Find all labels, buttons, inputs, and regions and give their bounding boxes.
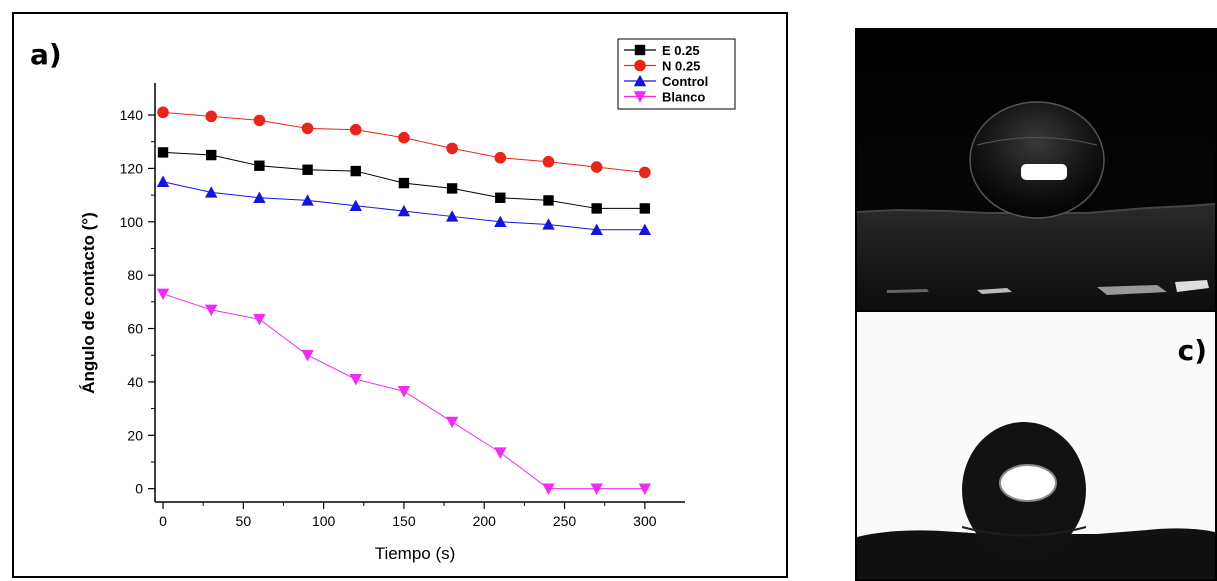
data-point: [494, 447, 507, 459]
series-layer: [156, 106, 652, 495]
legend-label: E 0.25: [662, 43, 700, 58]
y-tick-label: 60: [127, 321, 143, 337]
data-point: [206, 149, 217, 161]
data-point: [445, 416, 459, 429]
data-point: [349, 374, 362, 386]
data-point: [446, 183, 458, 194]
data-point: [156, 288, 170, 301]
data-point: [397, 386, 411, 398]
data-point: [350, 165, 361, 177]
contact-angle-chart: 0 50 100 150 200 250 300 0 20 40 60 80 100 120 140 E 0…: [79, 38, 736, 563]
x-tick-label: 50: [236, 513, 252, 529]
panel-label-b: b): [1174, 46, 1207, 79]
data-point: [302, 164, 313, 175]
x-tick-label: 300: [633, 513, 657, 529]
y-tick-label: 120: [120, 160, 144, 176]
data-point: [445, 210, 459, 222]
data-point: [398, 177, 410, 189]
data-point: [301, 122, 314, 135]
panel-label-a: a): [30, 38, 62, 71]
x-tick-label: 150: [392, 513, 416, 529]
droplet-image-c: [857, 312, 1215, 579]
data-point: [157, 147, 169, 158]
data-point: [543, 195, 554, 206]
data-point: [301, 194, 314, 206]
data-point: [446, 142, 458, 155]
data-point: [590, 223, 603, 235]
series-2: [157, 106, 651, 179]
y-tick-label: 20: [127, 427, 143, 443]
data-point: [253, 191, 266, 203]
data-point: [494, 215, 507, 227]
data-point: [205, 186, 218, 198]
series-1: [157, 147, 651, 214]
chart-panel-a: a) 0 50 100 150 200 250 300 0 20 40 60 80 100 120 140 …: [12, 12, 788, 578]
data-point: [542, 155, 555, 168]
data-point: [205, 304, 218, 317]
legend-marker: [633, 74, 647, 87]
x-tick-label: 250: [553, 513, 577, 529]
legend-marker: [634, 59, 646, 72]
data-point: [349, 199, 362, 211]
y-tick-label: 80: [127, 267, 143, 283]
panel-label-c: c): [1177, 334, 1207, 367]
legend-label: N 0.25: [662, 59, 700, 74]
droplet-image-b: [857, 30, 1215, 312]
data-point: [157, 106, 169, 119]
data-point: [398, 131, 410, 144]
droplet-photo-b: b): [855, 28, 1217, 314]
data-point: [638, 223, 652, 235]
y-tick-label: 40: [127, 374, 143, 390]
data-point: [397, 204, 411, 217]
data-point: [253, 313, 266, 326]
data-point: [542, 218, 555, 230]
x-tick-label: 100: [312, 513, 336, 529]
legend-label: Blanco: [662, 90, 705, 105]
data-point: [254, 160, 265, 171]
data-point: [495, 192, 506, 203]
data-point: [349, 123, 362, 136]
data-point: [542, 483, 555, 495]
data-point: [205, 110, 218, 123]
data-point: [591, 203, 602, 214]
data-point: [156, 175, 170, 187]
y-tick-label: 140: [120, 107, 144, 123]
legend-marker: [633, 91, 647, 103]
y-tick-label: 100: [120, 214, 144, 230]
axes: 0 50 100 150 200 250 300 0 20 40 60 80 100 120 140: [120, 83, 685, 529]
data-point: [253, 114, 266, 127]
data-point: [301, 350, 314, 362]
series-3: [156, 175, 652, 235]
data-point: [638, 483, 652, 495]
x-tick-label: 0: [159, 513, 167, 529]
y-axis-label: Ángulo de contacto (°): [79, 212, 98, 394]
data-point: [590, 161, 603, 173]
droplet-photo-c: c): [855, 310, 1217, 581]
x-axis-label: Tiempo (s): [375, 544, 456, 563]
data-point: [494, 151, 507, 164]
legend-marker: [634, 44, 646, 56]
y-tick-label: 0: [135, 481, 143, 497]
legend-label: Control: [662, 74, 708, 89]
data-point: [639, 166, 651, 179]
series-4: [156, 288, 652, 495]
x-tick-label: 200: [473, 513, 497, 529]
data-point: [590, 483, 603, 495]
data-point: [639, 203, 651, 214]
